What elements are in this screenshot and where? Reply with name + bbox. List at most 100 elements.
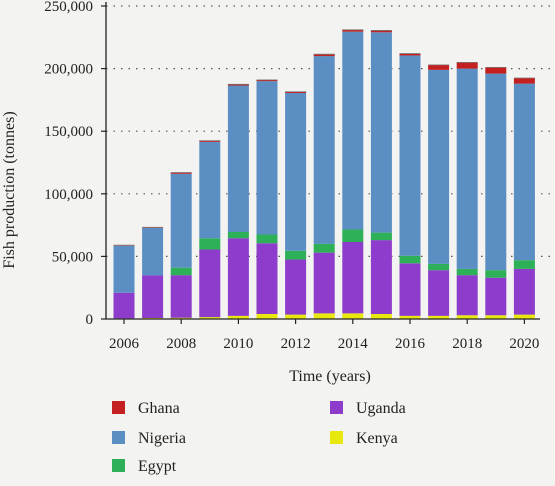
bar-uganda-2016 xyxy=(399,263,421,316)
bar-kenya-2012 xyxy=(285,314,307,319)
bar-stack-2008 xyxy=(170,172,192,319)
bar-ghana-2020 xyxy=(513,77,535,84)
bar-ghana-2009 xyxy=(199,140,221,142)
bar-stack-2015 xyxy=(370,30,392,319)
bar-kenya-2017 xyxy=(428,315,450,319)
bar-uganda-2008 xyxy=(170,275,192,318)
bar-uganda-2018 xyxy=(456,275,478,316)
bar-ghana-2018 xyxy=(456,62,478,69)
bar-kenya-2014 xyxy=(342,313,364,319)
bar-nigeria-2006 xyxy=(113,245,135,293)
bar-stack-2009 xyxy=(199,140,221,319)
bar-uganda-2009 xyxy=(199,249,221,318)
bar-stack-2011 xyxy=(256,79,278,319)
y-tick-label: 50,000 xyxy=(52,249,93,265)
bar-nigeria-2014 xyxy=(342,31,364,230)
legend-item-egypt: Egypt xyxy=(112,458,177,475)
bar-kenya-2015 xyxy=(370,313,392,319)
bar-egypt-2019 xyxy=(485,270,507,278)
bar-ghana-2017 xyxy=(428,64,450,70)
bar-stack-2016 xyxy=(399,53,421,319)
bar-ghana-2010 xyxy=(227,84,249,86)
bar-uganda-2006 xyxy=(113,292,135,319)
bar-kenya-2019 xyxy=(485,315,507,319)
bar-egypt-2011 xyxy=(256,234,278,244)
bar-uganda-2015 xyxy=(370,240,392,314)
bar-nigeria-2010 xyxy=(227,85,249,232)
bar-ghana-2011 xyxy=(256,79,278,82)
bar-egypt-2010 xyxy=(227,231,249,239)
y-tick-label: 200,000 xyxy=(44,62,93,78)
bar-nigeria-2012 xyxy=(285,93,307,251)
bar-ghana-2008 xyxy=(170,172,192,174)
x-axis-title: Time (years) xyxy=(289,368,371,385)
x-tick-label: 2016 xyxy=(395,336,426,352)
bar-egypt-2013 xyxy=(313,243,335,253)
bar-uganda-2012 xyxy=(285,259,307,315)
bar-egypt-2020 xyxy=(513,260,535,269)
bar-egypt-2018 xyxy=(456,268,478,276)
axes xyxy=(101,2,540,324)
x-tick-label: 2014 xyxy=(338,336,369,352)
legend-label: Kenya xyxy=(356,430,398,447)
bar-uganda-2011 xyxy=(256,243,278,314)
bar-kenya-2011 xyxy=(256,313,278,319)
bar-egypt-2015 xyxy=(370,232,392,241)
bar-uganda-2014 xyxy=(342,242,364,314)
bar-stack-2010 xyxy=(227,83,249,319)
legend-item-ghana: Ghana xyxy=(112,400,180,417)
x-tick-label: 2020 xyxy=(509,336,539,352)
y-tick-label: 150,000 xyxy=(44,124,93,140)
bar-uganda-2020 xyxy=(513,268,535,315)
legend-label: Ghana xyxy=(138,400,180,417)
legend-item-uganda: Uganda xyxy=(330,400,406,417)
bar-kenya-2020 xyxy=(513,314,535,319)
bar-egypt-2009 xyxy=(199,238,221,250)
bar-egypt-2016 xyxy=(399,255,421,264)
bar-kenya-2016 xyxy=(399,315,421,319)
bar-stack-2018 xyxy=(456,61,478,319)
bar-nigeria-2020 xyxy=(513,83,535,261)
x-tick-label: 2008 xyxy=(166,336,196,352)
bar-nigeria-2018 xyxy=(456,68,478,269)
bar-kenya-2010 xyxy=(227,315,249,319)
x-tick-label: 2012 xyxy=(281,336,311,352)
bar-uganda-2010 xyxy=(227,238,249,316)
bar-ghana-2014 xyxy=(342,29,364,32)
x-tick-label: 2006 xyxy=(109,336,140,352)
bar-uganda-2013 xyxy=(313,252,335,314)
bar-stack-2006 xyxy=(113,244,135,319)
bar-uganda-2019 xyxy=(485,277,507,316)
bars xyxy=(113,29,535,319)
x-tick-label: 2018 xyxy=(452,336,482,352)
legend-label: Egypt xyxy=(138,458,177,475)
bar-nigeria-2016 xyxy=(399,55,421,256)
bar-nigeria-2019 xyxy=(485,73,507,271)
bar-ghana-2019 xyxy=(485,67,507,74)
bar-stack-2012 xyxy=(285,91,307,319)
bar-kenya-2009 xyxy=(199,317,221,319)
bar-ghana-2015 xyxy=(370,30,392,33)
legend-item-kenya: Kenya xyxy=(330,430,398,447)
bar-nigeria-2013 xyxy=(313,56,335,244)
y-tick-label: 0 xyxy=(86,312,94,328)
bar-uganda-2007 xyxy=(142,275,164,318)
bar-nigeria-2011 xyxy=(256,81,278,235)
legend-swatch xyxy=(112,431,125,444)
legend-item-nigeria: Nigeria xyxy=(112,430,186,447)
legend-label: Uganda xyxy=(356,400,406,417)
bar-stack-2013 xyxy=(313,53,335,319)
bar-kenya-2013 xyxy=(313,313,335,319)
legend: Ghana Uganda Nigeria Kenya Egypt xyxy=(112,400,406,475)
bar-ghana-2016 xyxy=(399,53,421,56)
bar-nigeria-2017 xyxy=(428,69,450,264)
bar-stack-2019 xyxy=(485,66,507,319)
bar-uganda-2017 xyxy=(428,270,450,316)
bar-nigeria-2008 xyxy=(170,173,192,268)
bar-stack-2014 xyxy=(342,29,364,319)
legend-swatch xyxy=(330,401,343,414)
bar-kenya-2018 xyxy=(456,315,478,319)
y-axis-title: Fish production (tonnes) xyxy=(1,111,18,268)
bar-egypt-2014 xyxy=(342,229,364,243)
